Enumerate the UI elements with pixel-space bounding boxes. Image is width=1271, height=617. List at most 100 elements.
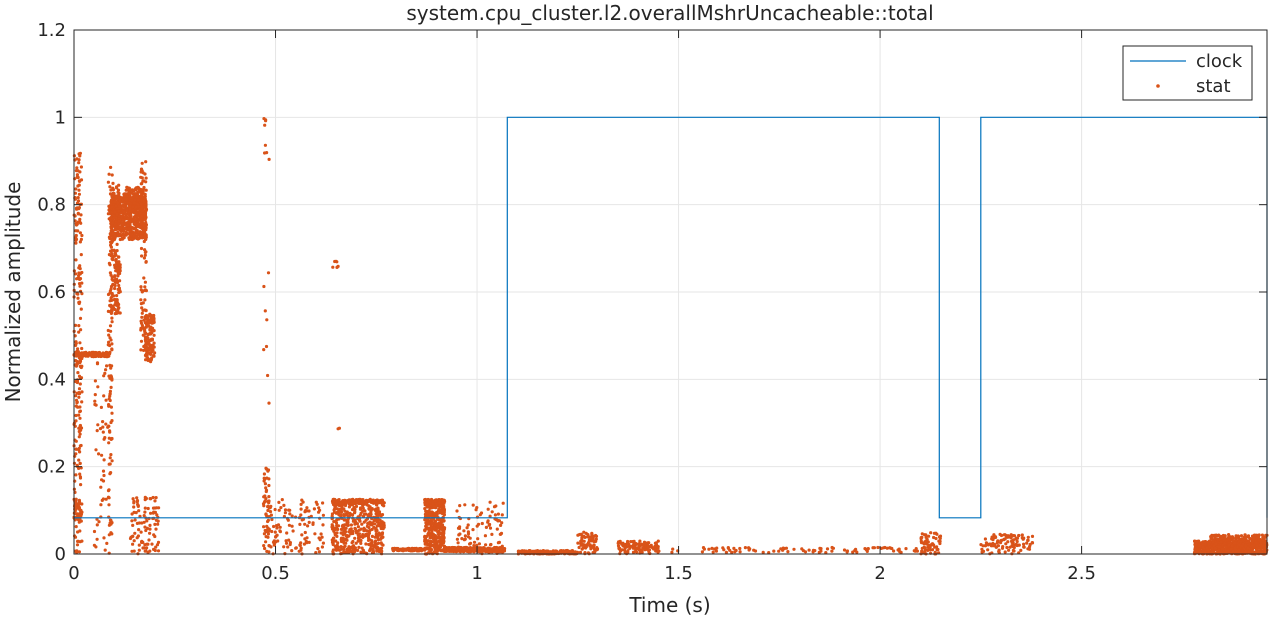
stat-point [455, 548, 459, 552]
stat-point [143, 339, 148, 343]
stat-point [74, 341, 78, 345]
stat-point [486, 507, 490, 511]
stat-point [144, 160, 148, 164]
stat-point [114, 204, 118, 208]
stat-point [117, 222, 121, 226]
stat-point [86, 354, 90, 358]
stat-point [140, 161, 144, 165]
stat-point [1004, 542, 1008, 546]
stat-point [101, 353, 105, 357]
stat-point [341, 547, 346, 551]
stat-point [303, 522, 307, 526]
stat-point [498, 547, 502, 551]
stat-point [341, 502, 345, 506]
stat-point [144, 260, 148, 264]
stat-point [144, 205, 148, 209]
stat-point [339, 527, 344, 532]
stat-point [270, 529, 274, 534]
stat-point [92, 529, 97, 534]
stat-point [125, 185, 129, 189]
stat-point [153, 534, 157, 539]
stat-point [1220, 534, 1224, 538]
stat-point [74, 229, 78, 233]
stat-point [307, 520, 311, 525]
stat-point [265, 318, 269, 322]
stat-point [108, 324, 113, 328]
stat-point [1231, 539, 1235, 543]
stat-point [266, 518, 270, 522]
stat-point [78, 472, 82, 476]
stat-point [314, 500, 318, 504]
stat-point [146, 550, 150, 555]
stat-point [461, 549, 465, 554]
stat-point [106, 212, 110, 216]
stat-point [124, 230, 128, 234]
stat-point [1251, 550, 1255, 554]
stat-point [370, 551, 375, 555]
stat-point [101, 479, 106, 483]
stat-point [898, 550, 902, 554]
legend: clock stat [1122, 45, 1253, 101]
stat-point [334, 519, 338, 523]
stat-point [580, 539, 584, 543]
stat-point [368, 521, 372, 525]
stat-point [133, 211, 138, 215]
stat-point [433, 498, 437, 503]
stat-point [283, 508, 288, 512]
stat-point [926, 548, 930, 553]
stat-point [109, 165, 113, 169]
stat-point [441, 512, 445, 516]
stat-point [353, 526, 357, 531]
stat-point [139, 202, 143, 206]
stat-point [586, 535, 590, 539]
stat-point [430, 548, 434, 552]
stat-point [141, 179, 145, 183]
stat-point [825, 547, 830, 551]
stat-point [73, 191, 77, 195]
stat-point [499, 531, 504, 536]
stat-point [129, 201, 133, 205]
stat-point [468, 542, 472, 546]
stat-point [77, 466, 81, 470]
stat-point [76, 175, 80, 180]
stat-point [337, 426, 341, 430]
y-tick-label: 0.4 [37, 369, 66, 390]
stat-point [115, 302, 119, 306]
stat-point [150, 331, 154, 335]
stat-point [144, 188, 148, 192]
stat-point [151, 348, 155, 352]
stat-point [624, 545, 629, 549]
stat-point [74, 364, 78, 368]
stat-point [107, 172, 111, 176]
stat-point [472, 540, 477, 544]
stat-point [136, 233, 140, 237]
stat-point [359, 541, 363, 546]
stat-point [438, 523, 442, 527]
stat-point [80, 281, 84, 285]
stat-point [128, 204, 133, 208]
stat-point [137, 198, 141, 202]
stat-point [288, 541, 292, 545]
stat-point [140, 235, 144, 239]
stat-point [345, 538, 349, 542]
stat-point [550, 551, 554, 556]
stat-point [379, 541, 383, 545]
stat-point [441, 537, 445, 541]
stat-point [314, 551, 318, 555]
stat-point [866, 547, 870, 551]
stat-point [427, 522, 431, 526]
stat-point [107, 340, 111, 344]
stat-point [456, 541, 460, 545]
stat-point [335, 265, 339, 269]
stat-point [1219, 540, 1223, 544]
stat-point [429, 539, 433, 544]
stat-point [139, 285, 143, 289]
stat-point [500, 544, 504, 548]
stat-point [476, 537, 480, 541]
stat-point [111, 282, 115, 286]
stat-point [116, 190, 120, 194]
stat-point [1239, 534, 1244, 538]
stat-point [1012, 545, 1016, 550]
stat-point [153, 351, 157, 355]
stat-point [303, 530, 307, 535]
